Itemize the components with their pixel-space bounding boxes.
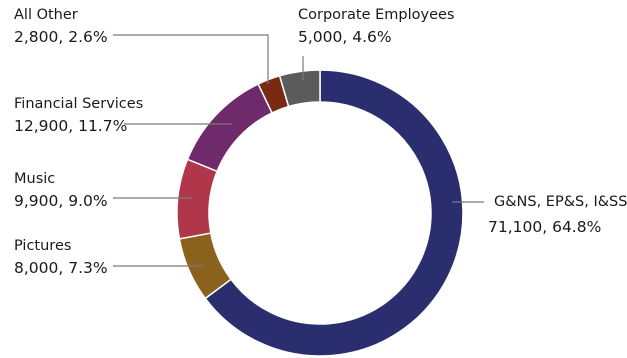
slice-label-name: Pictures (14, 238, 71, 254)
leader-line (113, 34, 269, 84)
slice-label-value: 2,800, 2.6% (14, 28, 108, 46)
slice-label-name: Financial Services (14, 96, 143, 112)
slice-label-name: G&NS, EP&S, I&SS (494, 194, 627, 210)
slice-label-value: 71,100, 64.8% (488, 218, 601, 236)
donut-slices (176, 69, 464, 357)
slice-g-ns-ep-s-i-ss (204, 69, 464, 357)
slice-label-name: Music (14, 171, 55, 187)
slice-label-name: Corporate Employees (298, 7, 454, 23)
slice-financial-services (186, 83, 274, 173)
slice-label-value: 8,000, 7.3% (14, 259, 108, 277)
slice-label-value: 9,900, 9.0% (14, 192, 108, 210)
slice-corporate-employees (278, 69, 321, 108)
slice-music (176, 158, 219, 240)
slice-label-value: 12,900, 11.7% (14, 117, 127, 135)
slice-label-name: All Other (14, 7, 78, 23)
slice-labels: G&NS, EP&S, I&SS 71,100, 64.8% Pictures 8,0… (14, 7, 627, 277)
leader-lines (113, 34, 484, 267)
slice-label-value: 5,000, 4.6% (298, 28, 392, 46)
